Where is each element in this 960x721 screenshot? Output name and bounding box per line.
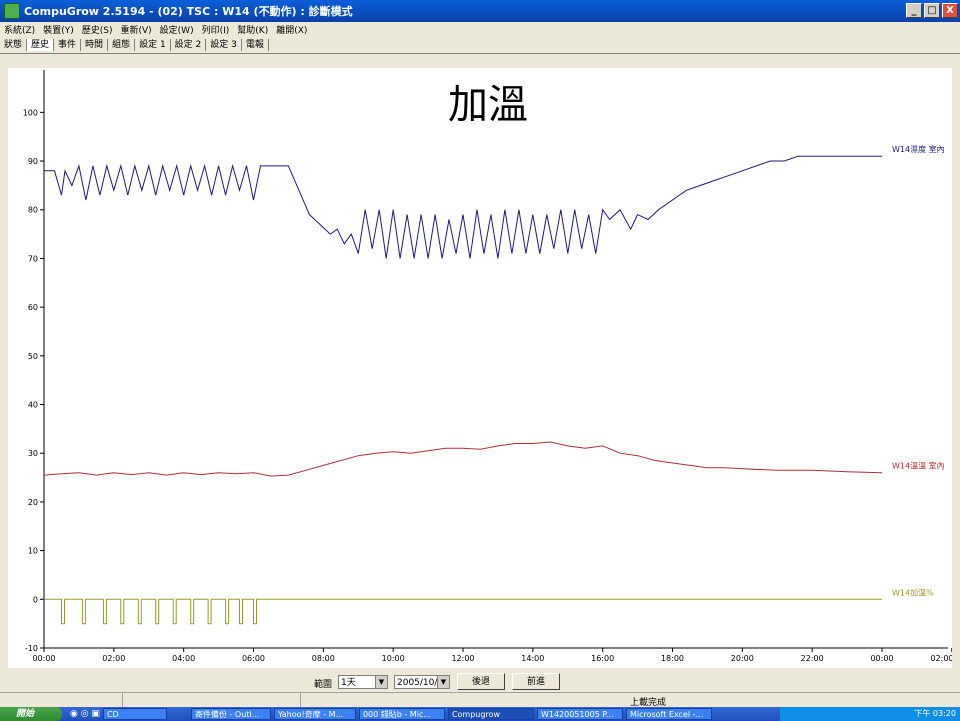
range-value: 1天 (341, 678, 356, 688)
series-line-3 (44, 598, 882, 625)
menu-settings[interactable]: 設定(W) (159, 25, 194, 36)
back-button[interactable]: 後退 (457, 673, 505, 690)
legend-label-3: W14加溫% (892, 587, 934, 597)
tab-events[interactable]: 事件 (54, 38, 82, 51)
y-tick-label: 60 (28, 303, 38, 312)
taskbar: 開始 ◉ ◎ ▣ CD 寄件備份 - Outl... Yahoo!奇摩 - M.… (0, 707, 960, 721)
range-label: 範圍 (314, 680, 333, 690)
tab-history[interactable]: 歷史 (27, 38, 55, 51)
clock[interactable]: 下午 03:20 (914, 709, 956, 718)
maximize-button[interactable]: □ (924, 3, 940, 18)
chart-panel: 加溫 -10 0 10 20 30 40 50 60 70 80 90 100 00:00 02:00 04… (8, 68, 952, 668)
menu-refresh[interactable]: 重新(V) (120, 25, 152, 36)
control-bar: 範圍 1天 ▼ 2005/10/ 5 ▼ 後退 前進 (0, 668, 960, 692)
x-tick-label: 16:00 (591, 654, 614, 663)
chevron-down-icon: ▼ (375, 676, 387, 688)
x-tick-label: 18:00 (661, 654, 684, 663)
y-tick-label: 0 (33, 595, 38, 604)
taskbar-item-active[interactable]: Compugrow (447, 708, 534, 720)
status-text: 上載完成 (630, 698, 667, 708)
quick-launch-icons[interactable]: ◉ ◎ ▣ (70, 709, 100, 719)
chart-title: 加溫 (448, 82, 528, 128)
date-picker[interactable]: 2005/10/ 5 ▼ (394, 675, 450, 689)
chevron-down-icon: ▼ (437, 676, 449, 688)
menu-history[interactable]: 歷史(S) (81, 25, 113, 36)
menu-bar: 系統(Z) 裝置(Y) 歷史(S) 重新(V) 設定(W) 列印(I) 幫助(K… (0, 22, 960, 36)
x-tick-label: 04:00 (172, 654, 195, 663)
y-tick-label: 80 (28, 206, 38, 215)
taskbar-item[interactable]: 000 錢貼b - Mic... (358, 708, 445, 720)
taskbar-item[interactable]: 寄件備份 - Outl... (190, 708, 271, 720)
tab-settings-3[interactable]: 設定 3 (206, 38, 242, 51)
x-tick-label: 02:00 (102, 654, 125, 663)
y-tick-label: 50 (28, 352, 38, 361)
series-line-1 (44, 155, 882, 259)
y-tick-label: 30 (28, 449, 38, 458)
tab-status[interactable]: 狀態 (0, 38, 28, 51)
taskbar-item[interactable]: W1420051005 P... (536, 708, 623, 720)
window-title: CompuGrow 2.5194 - (02) TSC : W14 (不動作) … (24, 5, 353, 18)
status-segment (0, 693, 123, 707)
tab-bar: 狀態 歷史 事件 時間 組態 設定 1 設定 2 設定 3 電報 (0, 36, 960, 54)
status-segment (122, 693, 301, 707)
window-controls: _ □ X (906, 3, 958, 18)
tab-settings-1[interactable]: 設定 1 (135, 38, 171, 51)
start-button[interactable]: 開始 (0, 707, 62, 721)
series-line-2 (43, 441, 883, 477)
minimize-button[interactable]: _ (906, 3, 922, 18)
tab-telegram[interactable]: 電報 (242, 38, 269, 51)
legend-label-2: W14溫溫 室內 (892, 461, 945, 471)
history-chart: 加溫 -10 0 10 20 30 40 50 60 70 80 90 100 00:00 02:00 04… (23, 70, 952, 663)
x-tick-label: 10:00 (382, 654, 405, 663)
x-tick-label: 08:00 (312, 654, 335, 663)
y-tick-label: 100 (23, 108, 38, 117)
taskbar-item[interactable]: Yahoo!奇摩 - M... (273, 708, 356, 720)
chart-legend: W14濕度 室內 W14溫溫 室內 W14加溫% (892, 144, 945, 597)
x-tick-label: 14:00 (521, 654, 544, 663)
y-tick-label: 90 (28, 157, 38, 166)
taskbar-item[interactable]: Microsoft Excel -... (625, 708, 712, 720)
x-tick-label: 20:00 (731, 654, 754, 663)
close-button[interactable]: X (942, 3, 958, 18)
menu-exit[interactable]: 離開(X) (276, 25, 308, 36)
x-tick-label: 06:00 (242, 654, 265, 663)
tab-settings-2[interactable]: 設定 2 (171, 38, 207, 51)
date-value: 2005/10/ 5 (397, 678, 447, 688)
menu-device[interactable]: 裝置(Y) (43, 25, 74, 36)
menu-print[interactable]: 列印(I) (201, 25, 230, 36)
chart-series (43, 155, 883, 625)
app-icon (4, 3, 20, 19)
y-tick-label: 20 (28, 498, 38, 507)
x-tick-label: 12:00 (451, 654, 474, 663)
status-bar: 上載完成 (0, 692, 960, 708)
y-tick-label: 70 (28, 254, 38, 263)
range-select[interactable]: 1天 ▼ (338, 675, 388, 689)
y-tick-label: 10 (28, 547, 38, 556)
tab-config[interactable]: 組態 (108, 38, 136, 51)
legend-label-1: W14濕度 室內 (892, 144, 945, 154)
y-tick-label: -10 (25, 644, 38, 653)
x-tick-label: 00:00 (32, 654, 55, 663)
y-tick-label: 40 (28, 401, 38, 410)
chart-axes: -10 0 10 20 30 40 50 60 70 80 90 100 00:00 02:00 04:00… (23, 70, 952, 663)
menu-help[interactable]: 幫助(K) (237, 25, 269, 36)
menu-system[interactable]: 系統(Z) (4, 25, 36, 36)
system-tray: 下午 03:20 (780, 707, 960, 721)
forward-button[interactable]: 前進 (512, 673, 560, 690)
title-bar: CompuGrow 2.5194 - (02) TSC : W14 (不動作) … (0, 0, 960, 22)
x-tick-label: 22:00 (801, 654, 824, 663)
tab-time[interactable]: 時間 (81, 38, 109, 51)
x-tick-label: 02:00 (930, 654, 952, 663)
taskbar-item[interactable]: CD (102, 708, 167, 720)
x-tick-label: 00:00 (870, 654, 893, 663)
